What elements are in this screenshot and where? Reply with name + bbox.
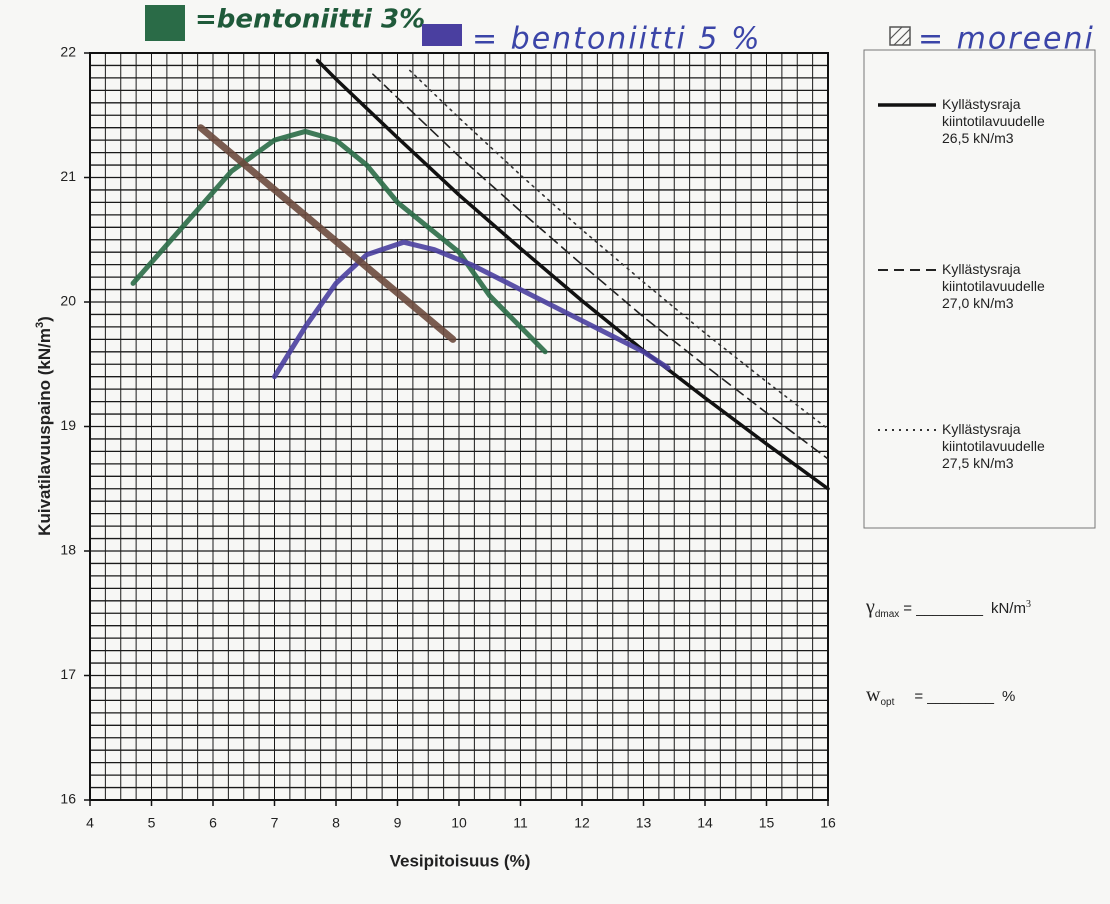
x-tick-label: 9 bbox=[394, 815, 402, 831]
x-tick-label: 12 bbox=[574, 815, 590, 831]
legend-swatch bbox=[145, 5, 185, 41]
y-label-end: ) bbox=[35, 316, 54, 322]
formula: γdmax = ________ kN/m3 bbox=[866, 596, 1031, 620]
formula-sub: opt bbox=[880, 697, 894, 708]
y-tick-label: 22 bbox=[60, 44, 76, 60]
formula-sub: dmax bbox=[875, 609, 899, 620]
legend-label: Kyllästysraja kiintotilavuudelle 26,5 kN… bbox=[942, 96, 1072, 147]
x-tick-label: 13 bbox=[636, 815, 652, 831]
x-tick-label: 15 bbox=[759, 815, 775, 831]
x-tick-label: 14 bbox=[697, 815, 713, 831]
y-tick-label: 19 bbox=[60, 417, 76, 433]
formula: wopt = ________% bbox=[866, 684, 1015, 708]
y-tick-label: 16 bbox=[60, 791, 76, 807]
y-tick-label: 18 bbox=[60, 542, 76, 558]
legend-label: Kyllästysraja kiintotilavuudelle 27,0 kN… bbox=[942, 261, 1072, 312]
x-tick-label: 11 bbox=[513, 815, 528, 831]
formula-blank: = ________ bbox=[903, 600, 983, 617]
x-tick-label: 8 bbox=[332, 815, 340, 831]
y-tick-label: 20 bbox=[60, 293, 76, 309]
legend-label: =bentoniitti 3% bbox=[195, 5, 425, 35]
formula-sup: 3 bbox=[1026, 599, 1031, 610]
legend-label: = bentoniitti 5 % bbox=[472, 22, 762, 57]
formula-blank: = ________ bbox=[914, 688, 994, 705]
x-tick-label: 10 bbox=[451, 815, 467, 831]
formula-symbol: w bbox=[866, 684, 880, 706]
y-axis-label: Kuivatilavuuspaino (kN/m3) bbox=[34, 316, 55, 536]
y-label-main: Kuivatilavuuspaino (kN/m bbox=[35, 328, 54, 536]
formula-symbol: γ bbox=[866, 596, 875, 618]
x-tick-label: 5 bbox=[148, 815, 156, 831]
legend-swatch bbox=[422, 24, 462, 46]
formula-unit: % bbox=[1002, 688, 1015, 705]
legend-label: = moreeni bbox=[918, 22, 1095, 57]
x-tick-label: 16 bbox=[820, 815, 836, 831]
y-tick-label: 21 bbox=[60, 168, 76, 184]
x-axis-label: Vesipitoisuus (%) bbox=[390, 851, 531, 870]
y-tick-label: 17 bbox=[60, 666, 76, 682]
page: Vesipitoisuus (%) Kuivatilavuuspaino (kN… bbox=[0, 0, 1110, 904]
legend-label: Kyllästysraja kiintotilavuudelle 27,5 kN… bbox=[942, 421, 1072, 472]
x-tick-label: 6 bbox=[209, 815, 217, 831]
x-tick-label: 4 bbox=[86, 815, 94, 831]
x-tick-label: 7 bbox=[271, 815, 279, 831]
formula-unit: kN/m bbox=[991, 600, 1026, 617]
